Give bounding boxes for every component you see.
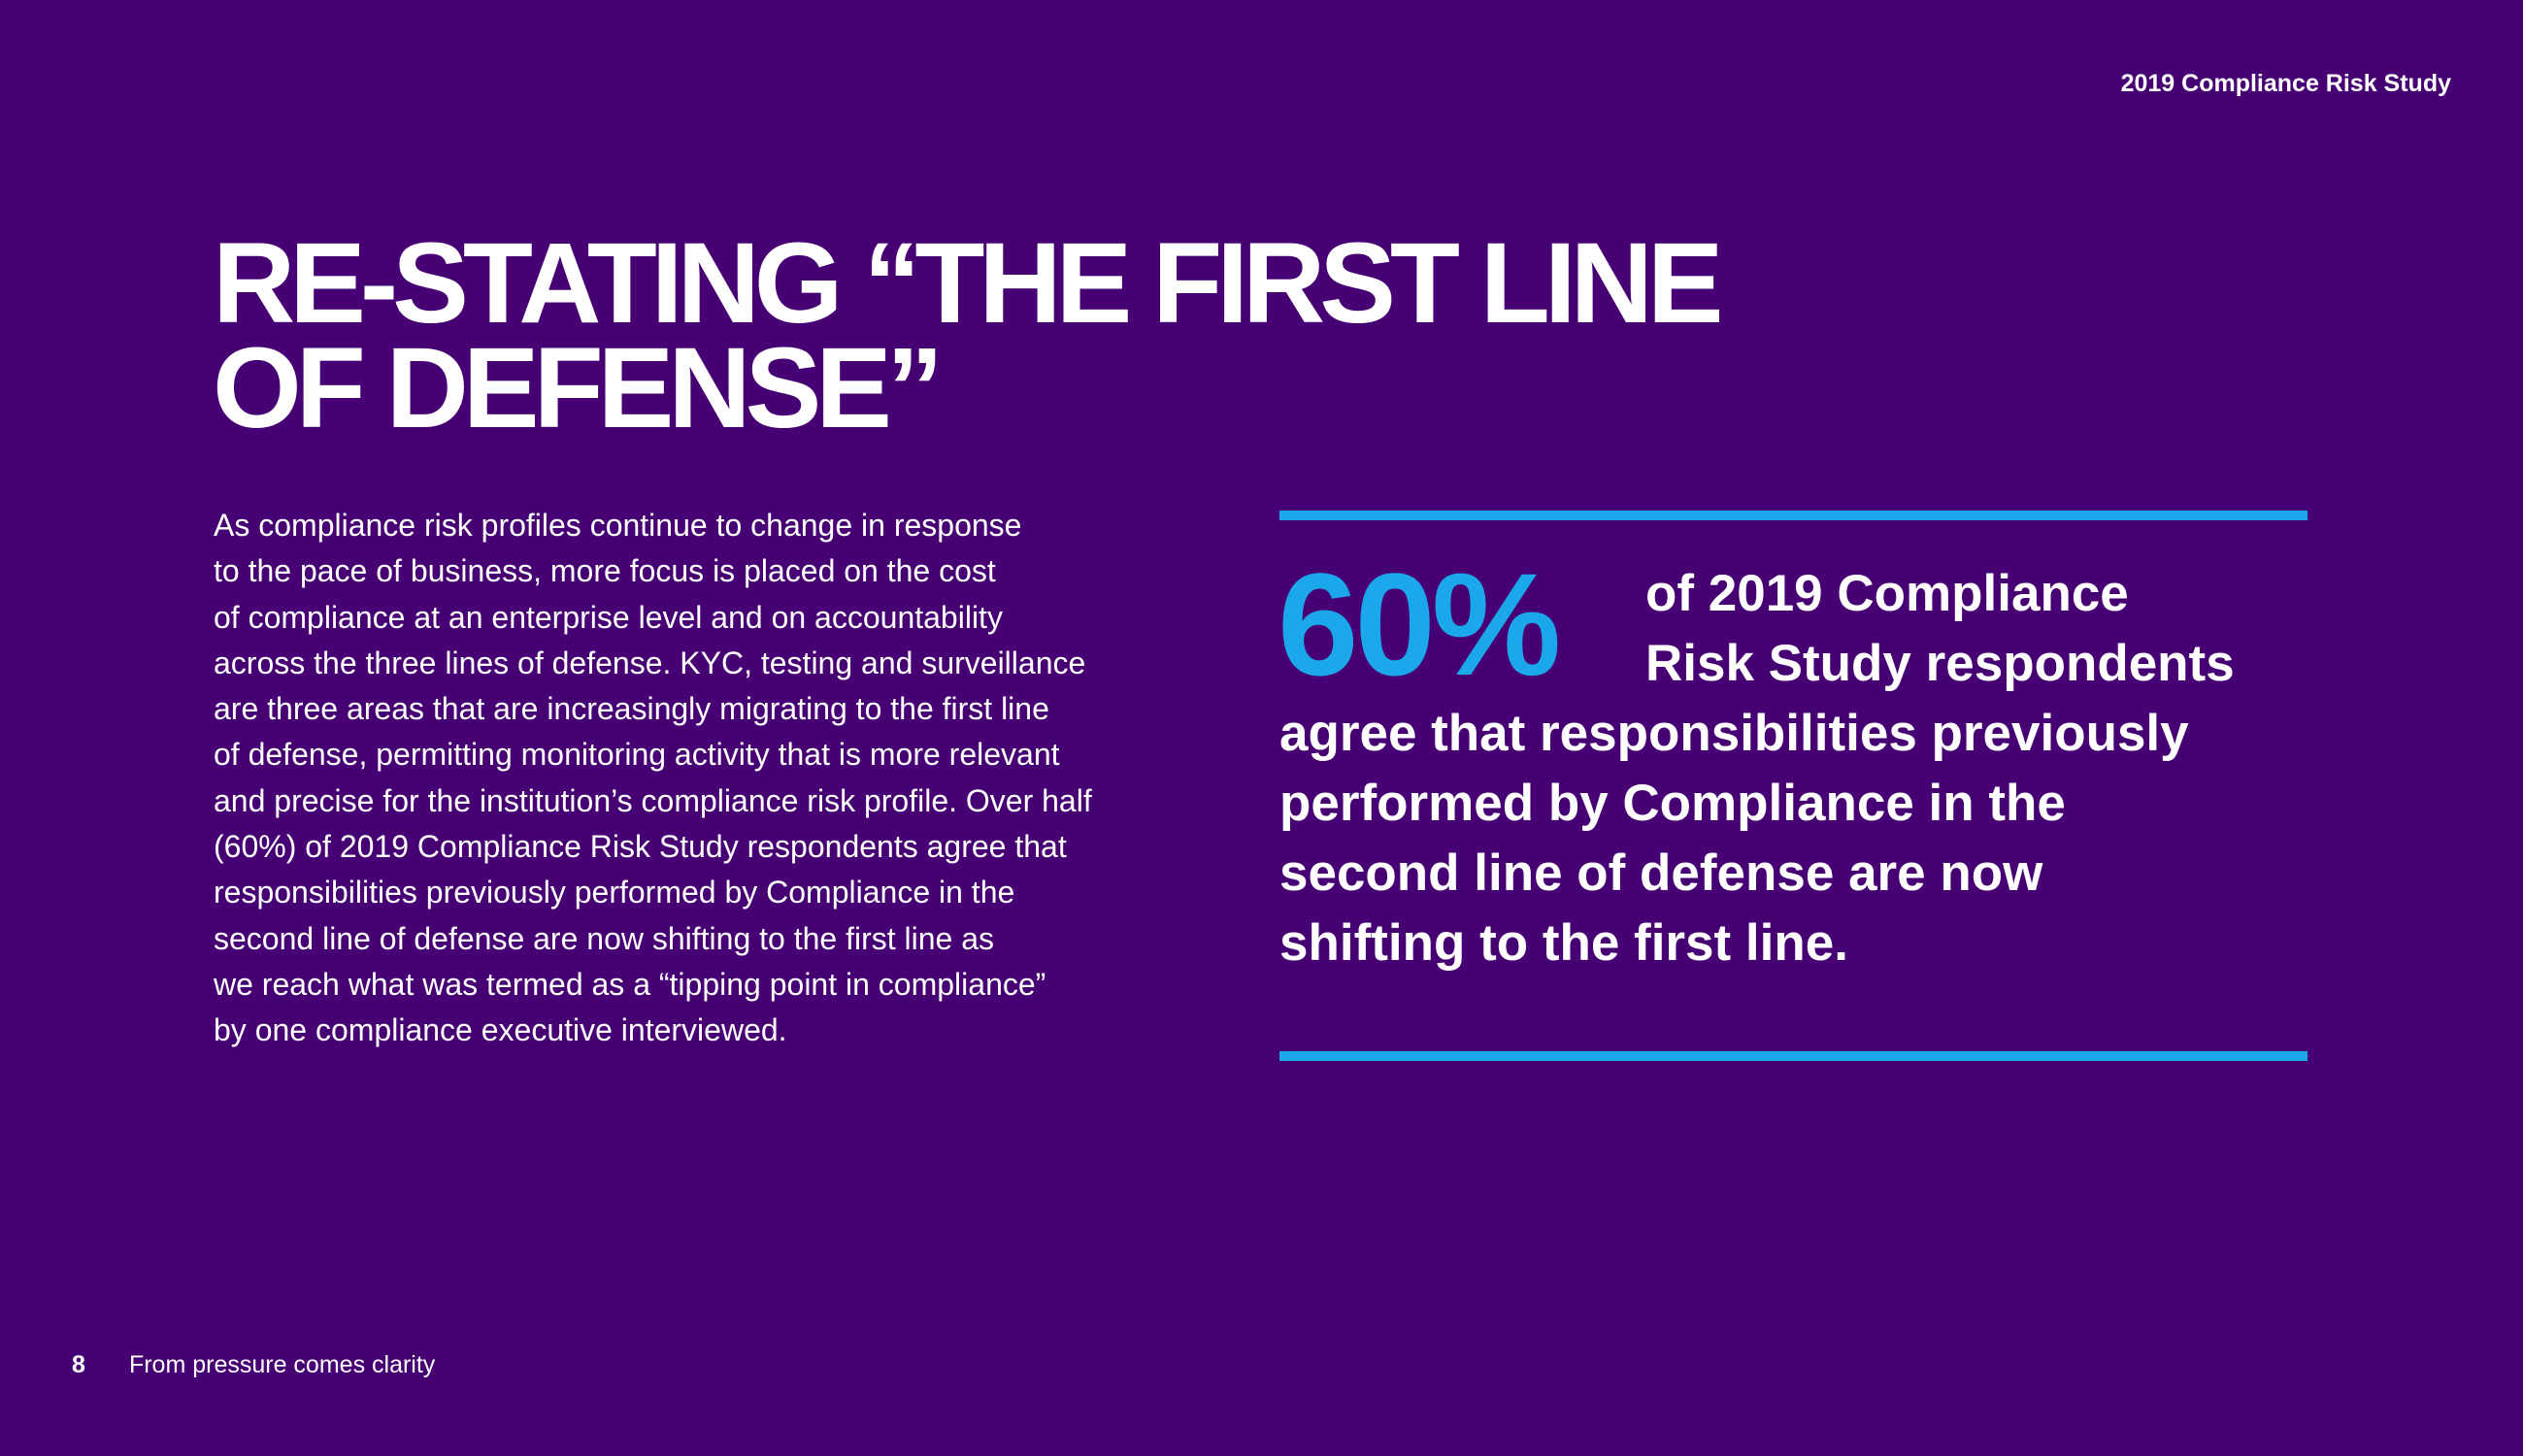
document-title: 2019 Compliance Risk Study bbox=[2120, 70, 2451, 97]
intro-line: responsibilities previously performed by… bbox=[214, 875, 1015, 910]
callout-line: of 2019 Compliance bbox=[1645, 565, 2129, 622]
intro-line: As compliance risk profiles continue to … bbox=[214, 508, 1022, 543]
callout-bottom-rule bbox=[1279, 1051, 2307, 1061]
callout-line: Risk Study respondents bbox=[1645, 635, 2235, 692]
callout-line: second line of defense are now bbox=[1279, 844, 2043, 902]
intro-line: we reach what was termed as a “tipping p… bbox=[214, 966, 1046, 1002]
page-title: RE-STATING “THE FIRST LINE OF DEFENSE” bbox=[213, 219, 1724, 452]
intro-line: second line of defense are now shifting … bbox=[214, 920, 995, 956]
intro-line: by one compliance executive interviewed. bbox=[214, 1012, 787, 1048]
callout-body-text: agree that responsibilities previously p… bbox=[1279, 699, 2189, 978]
intro-line: across the three lines of defense. KYC, … bbox=[214, 645, 1086, 680]
footer-title: From pressure comes clarity bbox=[128, 1351, 436, 1378]
intro-line: and precise for the institution’s compli… bbox=[214, 782, 1092, 818]
page-number: 8 bbox=[72, 1351, 85, 1378]
callout-lead-text: of 2019 Compliance Risk Study respondent… bbox=[1645, 559, 2235, 699]
callout-top-rule bbox=[1279, 511, 2307, 520]
intro-line: (60%) of 2019 Compliance Risk Study resp… bbox=[214, 829, 1067, 865]
page-footer: 8 From pressure comes clarity bbox=[72, 1351, 435, 1379]
intro-line: of compliance at an enterprise level and… bbox=[214, 599, 1003, 635]
callout-line: performed by Compliance in the bbox=[1279, 775, 2066, 832]
callout-line: shifting to the first line. bbox=[1279, 914, 1848, 972]
intro-paragraph: As compliance risk profiles continue to … bbox=[214, 503, 1184, 1054]
callout-statistic: 60% bbox=[1278, 543, 1561, 706]
intro-line: are three areas that are increasingly mi… bbox=[214, 691, 1049, 727]
title-line: RE-STATING “THE FIRST LINE bbox=[213, 219, 1724, 347]
intro-line: to the pace of business, more focus is p… bbox=[214, 553, 996, 589]
title-line: OF DEFENSE” bbox=[213, 324, 944, 452]
intro-line: of defense, permitting monitoring activi… bbox=[214, 737, 1060, 773]
callout-line: agree that responsibilities previously bbox=[1279, 705, 2189, 762]
